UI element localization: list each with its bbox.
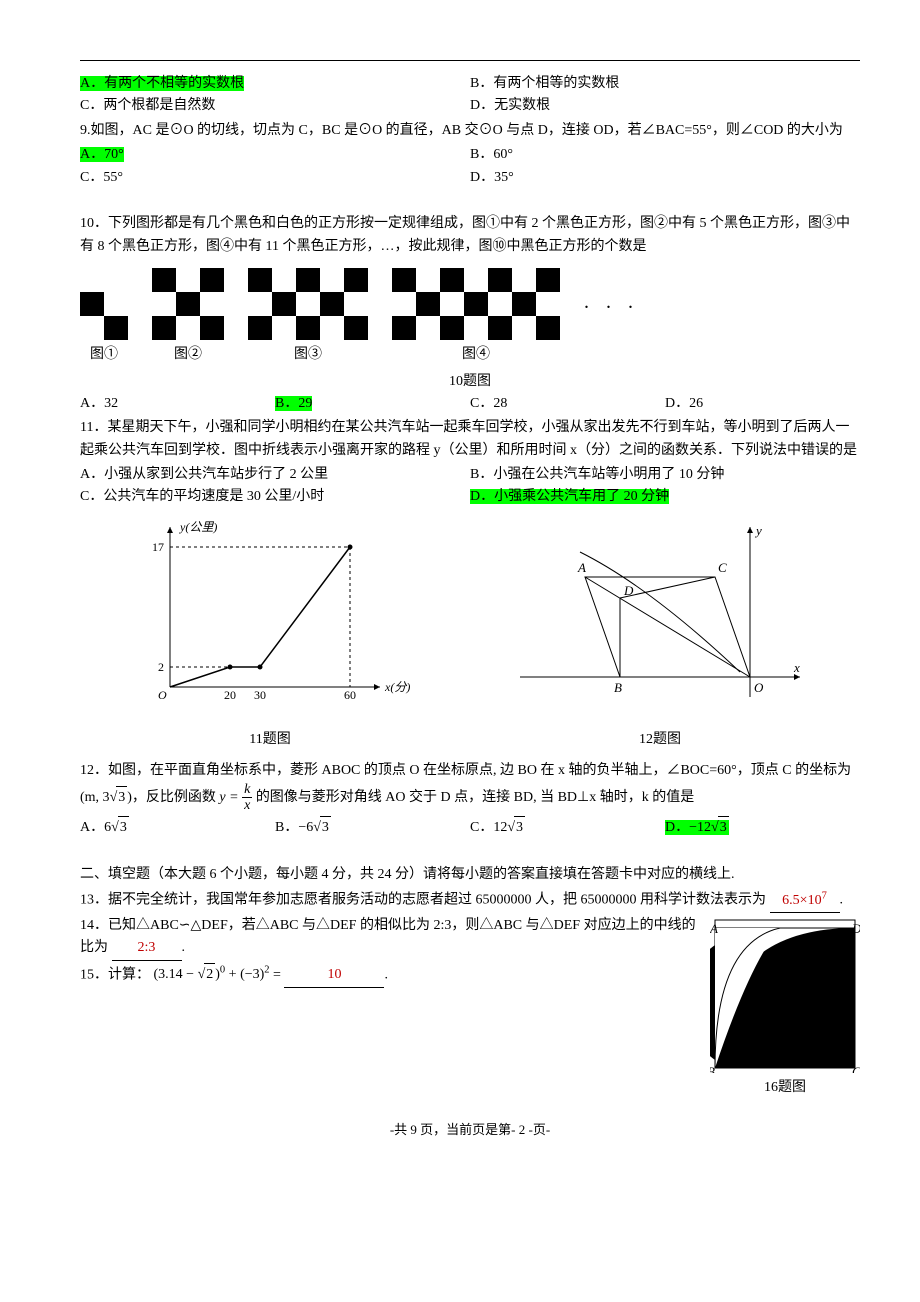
q9-stem: 9.如图，AC 是⊙O 的切线，切点为 C，BC 是⊙O 的直径，AB 交⊙O … xyxy=(80,120,860,142)
q10-fig4: 图④ xyxy=(392,268,560,366)
q12-optA: A．6√3 xyxy=(80,820,129,835)
q13-pre: 13．据不完全统计，我国常年参加志愿者服务活动的志愿者超过 65000000 人… xyxy=(80,893,766,908)
q8-optC: C．两个根都是自然数 xyxy=(80,98,215,113)
q10-figures: 图① 图② 图③ 图④ . . . xyxy=(80,268,860,366)
svg-text:17: 17 xyxy=(152,540,164,554)
svg-text:y(公里): y(公里) xyxy=(179,520,217,534)
svg-text:x: x xyxy=(793,660,800,675)
q13-tail: . xyxy=(840,893,844,908)
q9-optA: A．70° xyxy=(80,147,124,162)
q10-optA: A．32 xyxy=(80,396,118,411)
q11-caption: 11题图 xyxy=(130,729,410,751)
section2-text: 二、填空题（本大题 6 个小题，每小题 4 分，共 24 分）请将每小题的答案直… xyxy=(80,867,735,882)
q16-caption: 16题图 xyxy=(710,1077,860,1099)
q9-optC: C．55° xyxy=(80,170,123,185)
svg-text:C: C xyxy=(852,1064,860,1073)
svg-text:B: B xyxy=(710,1064,715,1073)
q10-fig1: 图① xyxy=(80,292,128,366)
q9-row2: C．55° D．35° xyxy=(80,167,860,189)
svg-text:O: O xyxy=(754,680,764,695)
page-footer: -共 9 页，当前页是第- 2 -页- xyxy=(80,1120,860,1141)
q15-eq: = xyxy=(273,967,281,982)
q15-pre: 15．计算： xyxy=(80,967,150,982)
q10-fig4-label: 图④ xyxy=(392,344,560,366)
q9-optD: D．35° xyxy=(470,170,514,185)
q13: 13．据不完全统计，我国常年参加志愿者服务活动的志愿者超过 65000000 人… xyxy=(80,888,860,913)
charts-row: y(公里) x(分) 17 2 O 20 30 60 11题图 xyxy=(80,517,860,752)
q10-ellipsis: . . . xyxy=(584,286,639,348)
svg-text:A: A xyxy=(710,923,718,936)
q14-tail: . xyxy=(182,940,186,955)
svg-text:60: 60 xyxy=(344,688,356,702)
q12-optC: C．12√3 xyxy=(470,820,525,835)
q10-optB: B．29 xyxy=(275,396,312,411)
q8-optB: B．有两个相等的实数根 xyxy=(470,76,619,91)
q11-optB: B．小强在公共汽车站等小明用了 10 分钟 xyxy=(470,467,724,482)
section2-heading: 二、填空题（本大题 6 个小题，每小题 4 分，共 24 分）请将每小题的答案直… xyxy=(80,864,860,886)
q12-sqrt3a: 3 xyxy=(116,786,127,809)
q10-fig3-label: 图③ xyxy=(248,344,368,366)
svg-text:2: 2 xyxy=(158,660,164,674)
svg-text:20: 20 xyxy=(224,688,236,702)
q11-row1: A．小强从家到公共汽车站步行了 2 公里 B．小强在公共汽车站等小明用了 10 … xyxy=(80,464,860,486)
q11-optA: A．小强从家到公共汽车站步行了 2 公里 xyxy=(80,467,328,482)
q10-options: A．32 B．29 C．28 D．26 xyxy=(80,393,860,415)
q12-caption: 12题图 xyxy=(510,729,810,751)
svg-text:D: D xyxy=(851,923,860,936)
svg-text:B: B xyxy=(614,680,622,695)
q10-optD: D．26 xyxy=(665,396,703,411)
q12-stem-post: 的图像与菱形对角线 AO 交于 D 点，连接 BD, 当 BD⊥x 轴时，k 的… xyxy=(252,790,694,805)
q10-stem: 10．下列图形都是有几个黑色和白色的正方形按一定规律组成，图①中有 2 个黑色正… xyxy=(80,213,860,258)
svg-text:30: 30 xyxy=(254,688,266,702)
q10-caption: 10题图 xyxy=(80,371,860,393)
q9-optB: B．60° xyxy=(470,147,513,162)
q16-figure: A D B C 16题图 xyxy=(710,915,860,1100)
q9-row1: A．70° B．60° xyxy=(80,144,860,166)
q12-options: A．6√3 B．−6√3 C．12√3 D．−12√3 xyxy=(80,816,860,839)
q11-chart: y(公里) x(分) 17 2 O 20 30 60 11题图 xyxy=(130,517,410,752)
svg-text:D: D xyxy=(623,583,634,598)
q15-tail: . xyxy=(384,967,388,982)
q8-optD: D．无实数根 xyxy=(470,98,550,113)
svg-text:y: y xyxy=(754,523,762,538)
q12-chart: A B C D O x y 12题图 xyxy=(510,517,810,752)
q10-fig3: 图③ xyxy=(248,268,368,366)
q11-optD: D．小强乘公共汽车用了 20 分钟 xyxy=(470,489,669,504)
q11-row2: C．公共汽车的平均速度是 30 公里/小时 D．小强乘公共汽车用了 20 分钟 xyxy=(80,486,860,508)
q10-optC: C．28 xyxy=(470,396,507,411)
q8-row2: C．两个根都是自然数 D．无实数根 xyxy=(80,95,860,117)
q12-optB: B．−6√3 xyxy=(275,820,331,835)
svg-text:A: A xyxy=(577,560,586,575)
q8-optA: A．有两个不相等的实数根 xyxy=(80,76,244,91)
q12-stem: 12．如图，在平面直角坐标系中，菱形 ABOC 的顶点 O 在坐标原点, 边 B… xyxy=(80,760,860,814)
q12-optD: D．−12√3 xyxy=(665,820,729,835)
q15-ans: 10 xyxy=(327,967,341,982)
svg-text:C: C xyxy=(718,560,727,575)
q9-stem-text: 9.如图，AC 是⊙O 的切线，切点为 C，BC 是⊙O 的直径，AB 交⊙O … xyxy=(80,123,843,138)
q14-ans: 2:3 xyxy=(138,940,156,955)
svg-text:O: O xyxy=(158,688,167,702)
q13-ans: 6.5×107 xyxy=(782,893,827,908)
q11-optC: C．公共汽车的平均速度是 30 公里/小时 xyxy=(80,489,324,504)
q12-stem-mid: )，反比例函数 xyxy=(127,790,219,805)
q10-fig1-label: 图① xyxy=(80,344,128,366)
q10-fig2: 图② xyxy=(152,268,224,366)
q11-stem: 11．某星期天下午，小强和同学小明相约在某公共汽车站一起乘车回学校，小强从家出发… xyxy=(80,417,860,462)
q10-fig2-label: 图② xyxy=(152,344,224,366)
svg-text:x(分): x(分) xyxy=(384,680,410,694)
q8-row1: A．有两个不相等的实数根 B．有两个相等的实数根 xyxy=(80,73,860,95)
